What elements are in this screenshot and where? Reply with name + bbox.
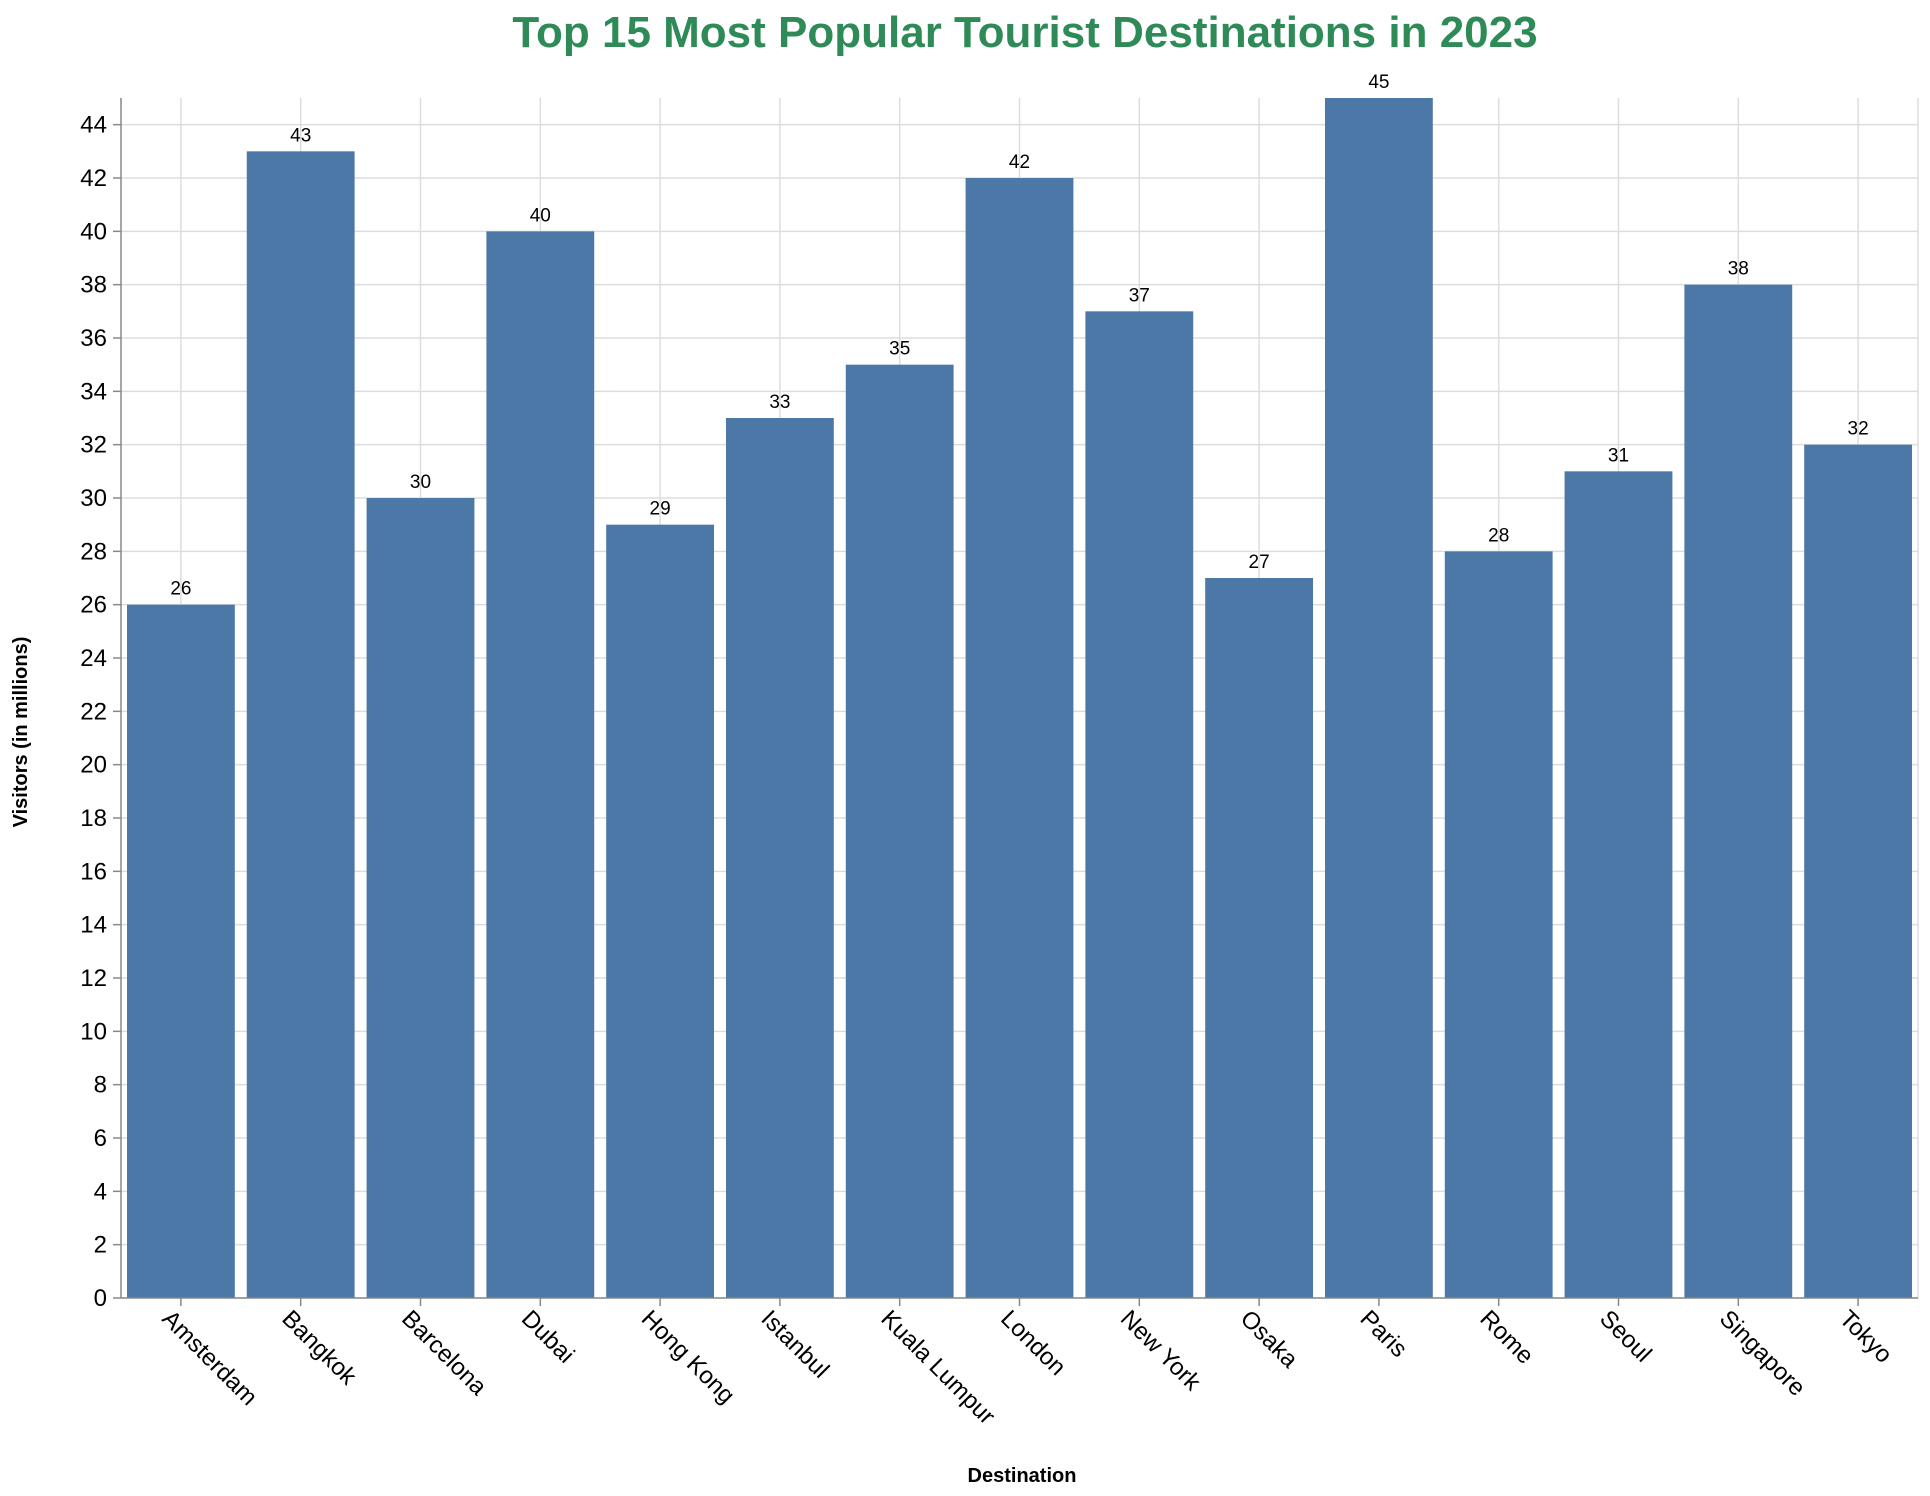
data-label: 33 — [769, 392, 790, 413]
y-tick-label: 0 — [94, 1285, 107, 1312]
bar-osaka — [1205, 578, 1314, 1298]
x-tick-label: New York — [1115, 1305, 1206, 1396]
x-axis-title: Destination — [968, 1465, 1077, 1487]
bar-bangkok — [246, 151, 355, 1298]
y-tick-label: 16 — [80, 858, 107, 885]
x-tick-label: Barcelona — [396, 1305, 492, 1401]
bar-seoul — [1564, 471, 1673, 1298]
y-tick-label: 32 — [80, 432, 107, 459]
x-tick-label: Kuala Lumpur — [875, 1305, 1000, 1430]
data-label: 27 — [1249, 552, 1270, 573]
data-label: 28 — [1488, 525, 1509, 546]
y-tick-label: 38 — [80, 272, 107, 299]
data-label: 38 — [1728, 259, 1749, 280]
y-tick-label: 18 — [80, 805, 107, 832]
bar-new-york — [1085, 311, 1194, 1298]
data-label: 30 — [410, 472, 431, 493]
x-tick-label: London — [995, 1305, 1071, 1381]
bar-singapore — [1684, 284, 1793, 1299]
x-tick-label: Bangkok — [276, 1305, 362, 1391]
bar-paris — [1324, 98, 1433, 1298]
y-tick-label: 26 — [80, 592, 107, 619]
bar-rome — [1444, 551, 1553, 1298]
bar-istanbul — [725, 418, 834, 1298]
x-tick-label: Dubai — [516, 1305, 579, 1368]
bar-hong-kong — [606, 524, 715, 1298]
y-tick-label: 42 — [80, 165, 107, 192]
chart-title: Top 15 Most Popular Tourist Destinations… — [512, 8, 1537, 57]
y-tick-label: 10 — [80, 1018, 107, 1045]
x-tick-label: Amsterdam — [157, 1305, 263, 1411]
x-tick-label: Rome — [1474, 1305, 1538, 1369]
x-tick-label: Singapore — [1714, 1305, 1810, 1401]
y-tick-label: 40 — [80, 218, 107, 245]
y-tick-label: 6 — [94, 1125, 107, 1152]
x-tick-label: Osaka — [1235, 1305, 1304, 1374]
bar-dubai — [486, 231, 595, 1298]
y-tick-label: 12 — [80, 965, 107, 992]
bar-kuala-lumpur — [845, 364, 954, 1299]
data-label: 29 — [650, 499, 671, 520]
y-tick-label: 8 — [94, 1072, 107, 1099]
bar-london — [965, 178, 1074, 1298]
data-label: 32 — [1848, 419, 1869, 440]
data-label: 37 — [1129, 285, 1150, 306]
bars — [126, 98, 1913, 1299]
x-tick-label: Seoul — [1594, 1305, 1657, 1368]
y-axis-title: Visitors (in millions) — [10, 637, 32, 828]
data-label: 42 — [1009, 152, 1030, 173]
bar-barcelona — [366, 498, 475, 1298]
y-tick-label: 44 — [80, 112, 107, 139]
y-tick-label: 20 — [80, 752, 107, 779]
data-label: 40 — [530, 205, 551, 226]
x-tick-label: Tokyo — [1834, 1305, 1897, 1368]
x-tick-label: Istanbul — [756, 1305, 835, 1384]
y-tick-label: 36 — [80, 325, 107, 352]
y-tick-label: 24 — [80, 645, 107, 672]
data-label: 45 — [1368, 72, 1389, 93]
data-labels: 26 43 30 40 29 33 35 42 37 27 45 28 31 38 32 — [170, 72, 1868, 600]
bar-amsterdam — [126, 604, 235, 1298]
y-tick-label: 28 — [80, 538, 107, 565]
y-tick-label: 14 — [80, 912, 107, 939]
y-tick-label: 4 — [94, 1178, 107, 1205]
y-tick-label: 34 — [80, 378, 107, 405]
y-tick-label: 2 — [94, 1232, 107, 1259]
y-tick-label: 22 — [80, 698, 107, 725]
data-label: 43 — [290, 125, 311, 146]
data-label: 26 — [170, 579, 191, 600]
x-tick-label: Paris — [1355, 1305, 1413, 1363]
y-tick-label: 30 — [80, 485, 107, 512]
x-tick-label: Hong Kong — [636, 1305, 740, 1409]
bar-tokyo — [1804, 444, 1913, 1299]
data-label: 35 — [889, 339, 910, 360]
data-label: 31 — [1608, 445, 1629, 466]
